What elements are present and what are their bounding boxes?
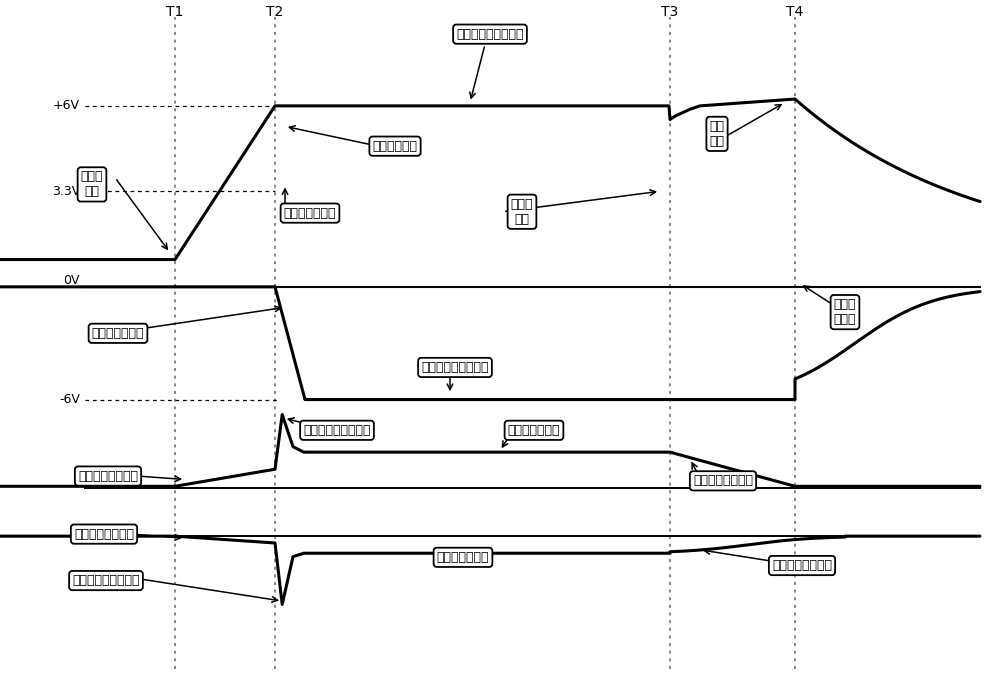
Text: 0V: 0V xyxy=(64,273,80,287)
Text: 关正电
源阀值: 关正电 源阀值 xyxy=(834,298,856,326)
Text: 负电源稳态输出电压: 负电源稳态输出电压 xyxy=(421,361,489,374)
Text: 正电源缓关闭电流: 正电源缓关闭电流 xyxy=(693,474,753,488)
Text: T2: T2 xyxy=(266,5,284,19)
Text: 正电源开启峰值电流: 正电源开启峰值电流 xyxy=(303,423,371,437)
Text: 正电源稳态输出电压: 正电源稳态输出电压 xyxy=(456,27,524,41)
Text: -6V: -6V xyxy=(59,393,80,406)
Text: 负电源稳态电流: 负电源稳态电流 xyxy=(437,550,489,564)
Text: 建立负电源电压: 建立负电源电压 xyxy=(92,326,144,340)
Text: 负电源缓关闭电流: 负电源缓关闭电流 xyxy=(772,559,832,572)
Text: 负电源开启峰值电流: 负电源开启峰值电流 xyxy=(72,574,140,587)
Text: 负电源缓开启电流: 负电源缓开启电流 xyxy=(74,527,134,541)
Text: T3: T3 xyxy=(661,5,679,19)
Text: T4: T4 xyxy=(786,5,804,19)
Text: 开电源
控制: 开电源 控制 xyxy=(81,171,103,198)
Text: T1: T1 xyxy=(166,5,184,19)
Text: 正电源稳态电流: 正电源稳态电流 xyxy=(508,423,560,437)
Text: 3.3V: 3.3V xyxy=(52,184,80,198)
Text: 关电源
控制: 关电源 控制 xyxy=(511,198,533,225)
Text: 关正
电源: 关正 电源 xyxy=(710,120,724,148)
Text: 开负电源阀值: 开负电源阀值 xyxy=(372,139,418,153)
Text: +6V: +6V xyxy=(53,99,80,113)
Text: 正电源缓开启电流: 正电源缓开启电流 xyxy=(78,469,138,483)
Text: 建立正电源电压: 建立正电源电压 xyxy=(284,206,336,220)
